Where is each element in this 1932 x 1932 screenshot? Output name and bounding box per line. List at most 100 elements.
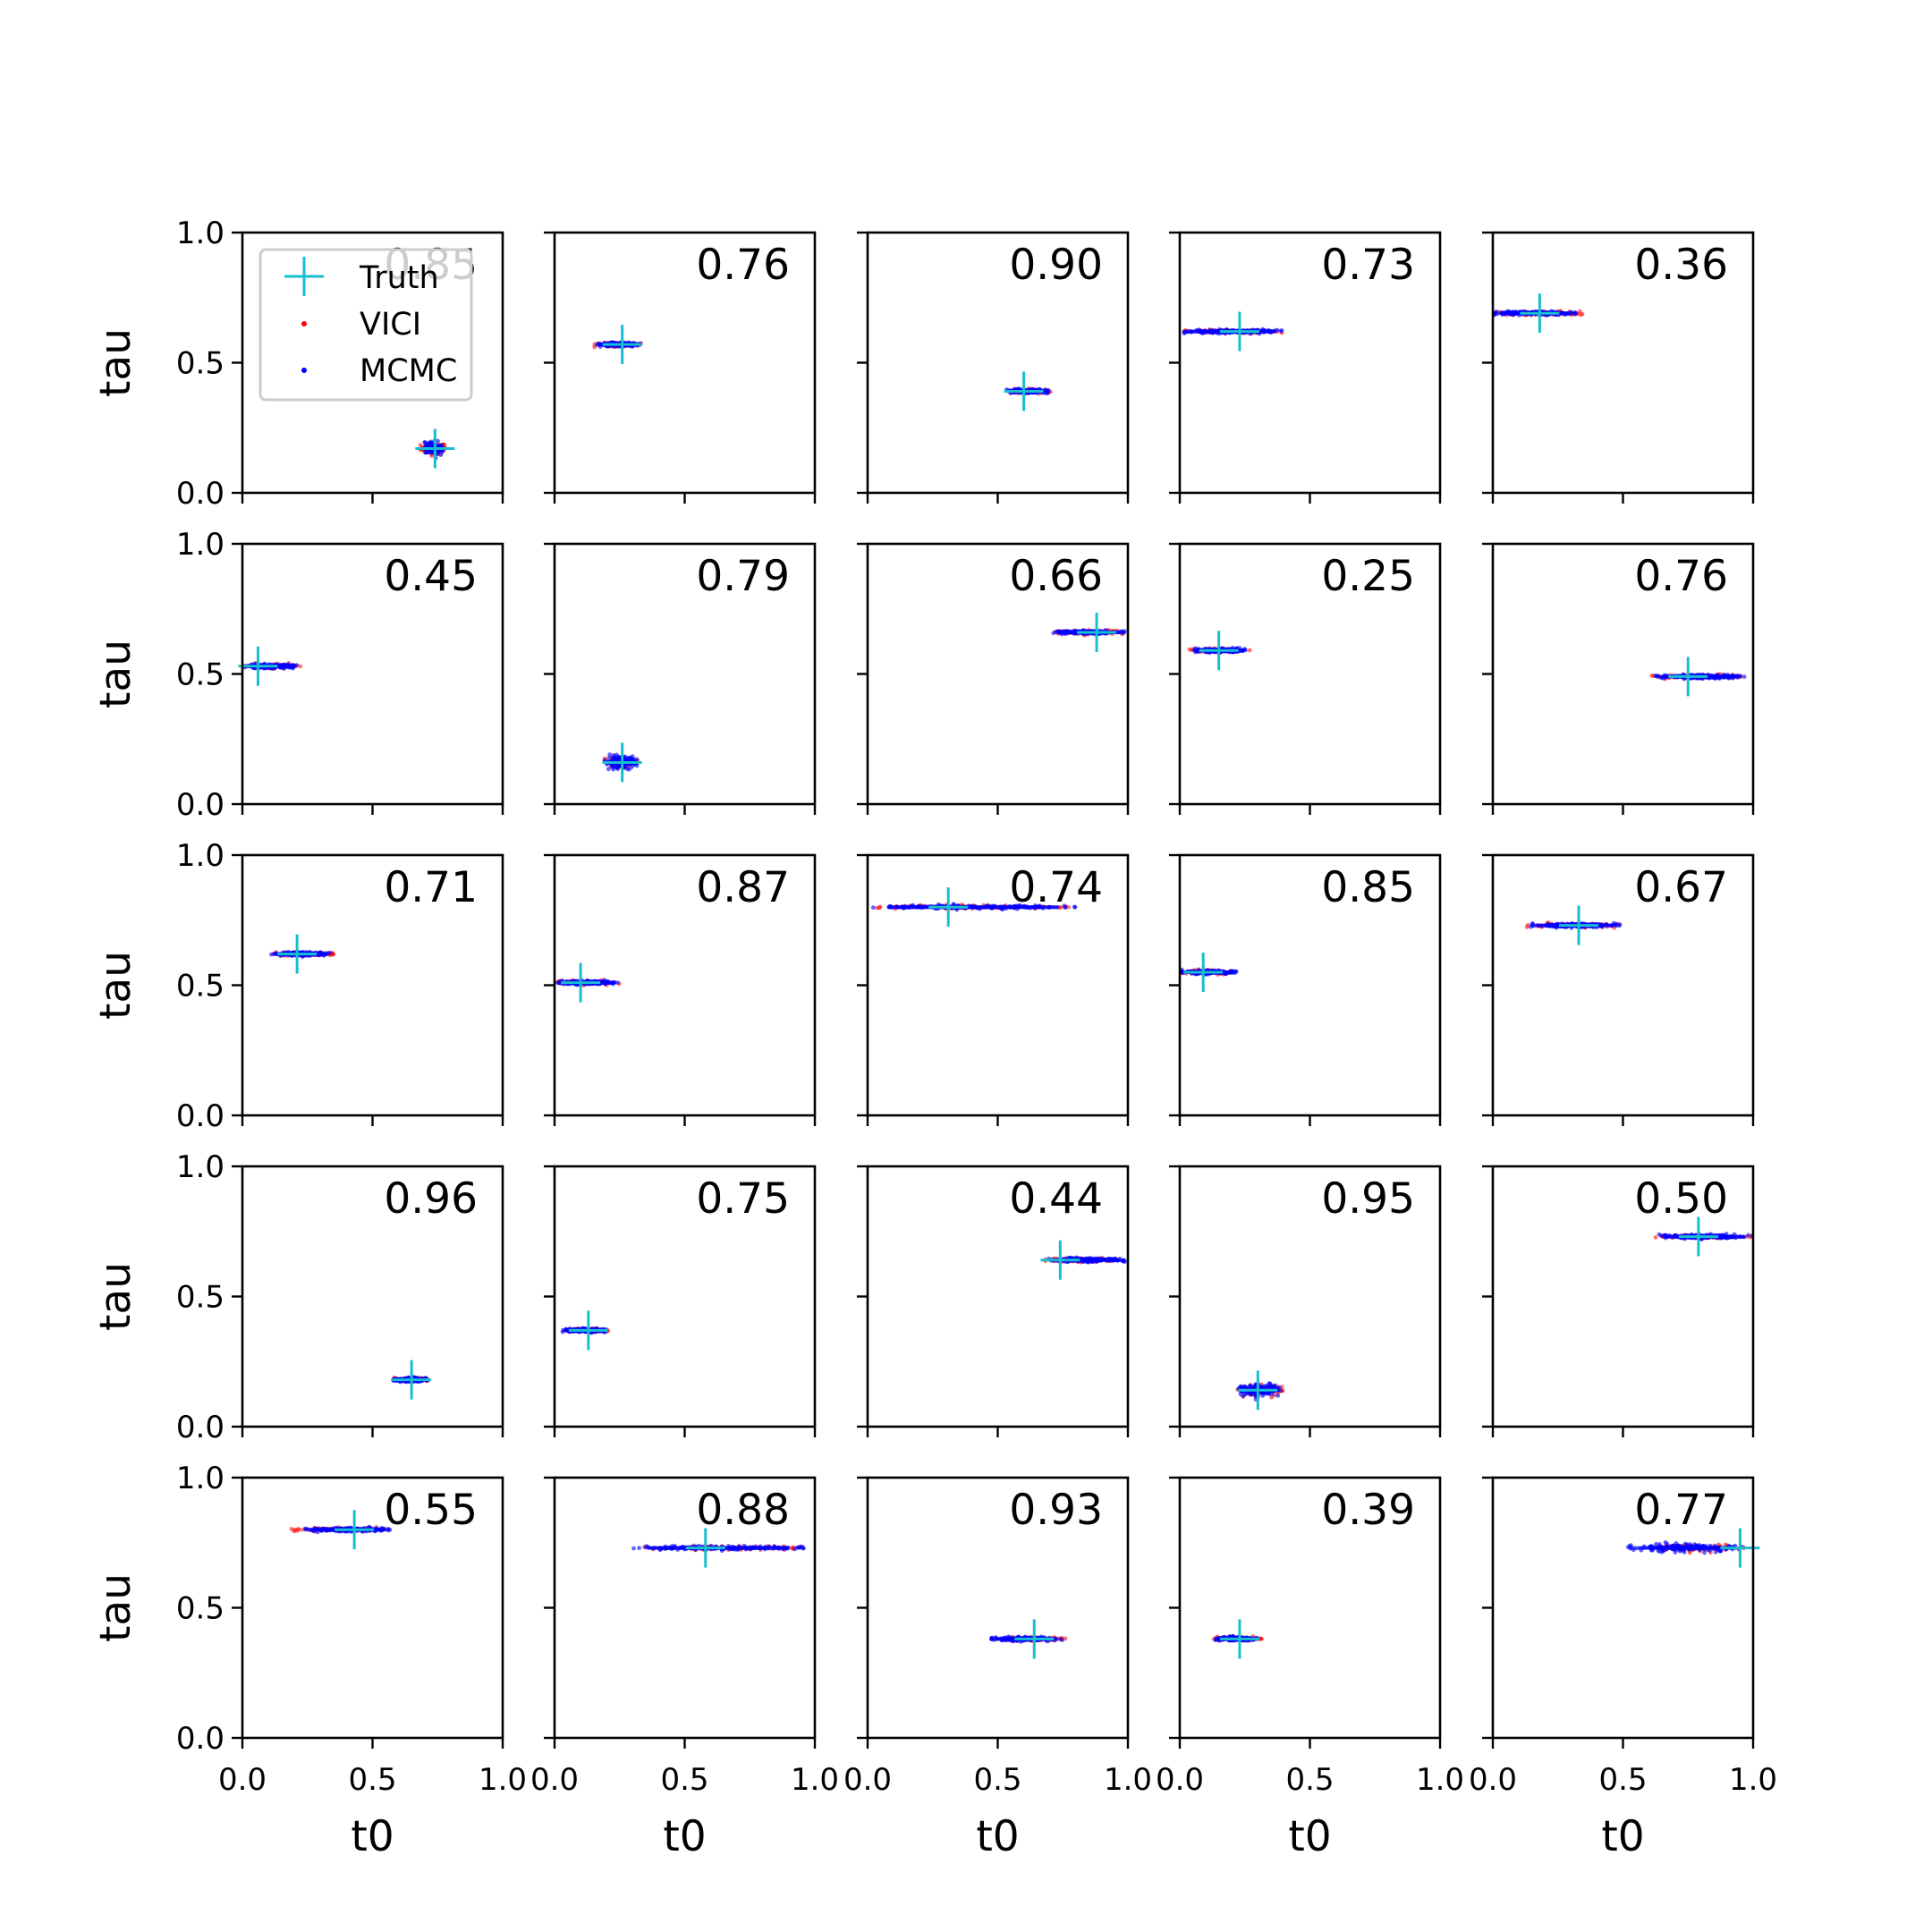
mcmc-sample-point (1051, 631, 1056, 636)
y-tick-label: 0.0 (176, 1098, 225, 1134)
overlap-score-label: 0.71 (384, 863, 478, 912)
overlap-score-label: 0.76 (1634, 552, 1728, 601)
panel-13: 0.74 (857, 853, 1130, 1126)
mcmc-sample-point (1121, 1258, 1126, 1264)
panel-7: 0.79 (544, 542, 817, 815)
panel-12: 0.87 (544, 853, 817, 1126)
panel-5: 0.36 (1482, 231, 1755, 504)
y-tick-label: 1.0 (176, 1149, 225, 1185)
panel-grid: 0.0 0.5 1.0 tau 0.85 0.76 0.90 0.73 0.36 0.0 0.5 1.… (91, 216, 1777, 1861)
mcmc-sample-point (272, 952, 277, 956)
panel-10: 0.76 (1482, 542, 1755, 815)
mcmc-sample-point (870, 905, 876, 911)
mcmc-sample-point (606, 767, 611, 772)
mcmc-sample-point (1275, 1394, 1281, 1398)
overlap-score-label: 0.50 (1634, 1174, 1728, 1224)
vici-sample-point (418, 443, 423, 448)
y-tick-label: 1.0 (176, 838, 225, 874)
y-tick-label: 0.5 (176, 1280, 225, 1316)
panel-18: 0.44 (857, 1165, 1130, 1437)
overlap-score-label: 0.85 (1321, 863, 1415, 912)
y-axis-label: tau (91, 1262, 140, 1331)
vici-sample-point (1580, 311, 1585, 317)
y-tick-label: 0.5 (176, 657, 225, 693)
mcmc-sample-point (1530, 921, 1536, 926)
vici-sample-point (330, 952, 335, 957)
mcmc-sample-point (1182, 331, 1187, 335)
y-tick-label: 0.0 (176, 476, 225, 512)
panel-16: 0.0 0.5 1.0 tau 0.96 (91, 1149, 504, 1445)
mcmc-sample-point (626, 767, 631, 772)
vici-sample-point (298, 664, 302, 669)
mcmc-sample-point (606, 755, 612, 760)
y-tick-label: 0.0 (176, 1410, 225, 1445)
panel-3: 0.90 (857, 231, 1130, 504)
mcmc-sample-point (1277, 328, 1283, 334)
mcmc-sample-point (1654, 674, 1659, 678)
mcmc-sample-point (595, 343, 599, 347)
overlap-score-label: 0.44 (1009, 1174, 1103, 1224)
mcmc-sample-point (607, 752, 612, 758)
mcmc-sample-point (1063, 905, 1068, 910)
mcmc-sample-point (617, 764, 623, 769)
overlap-score-label: 0.95 (1321, 1174, 1415, 1224)
mcmc-sample-point (1233, 969, 1238, 974)
overlap-score-label: 0.75 (696, 1174, 790, 1224)
mcmc-sample-point (1267, 1381, 1272, 1385)
overlap-score-label: 0.66 (1009, 552, 1103, 601)
overlap-score-label: 0.96 (384, 1174, 478, 1224)
vici-sample-point (1247, 648, 1252, 653)
mcmc-sample-point (1241, 1394, 1245, 1399)
panel-6: 0.0 0.5 1.0 tau 0.45 (91, 527, 504, 823)
overlap-score-label: 0.67 (1634, 863, 1728, 912)
mcmc-sample-point (1187, 329, 1192, 335)
mcmc-sample-point (428, 442, 433, 446)
panel-2: 0.76 (544, 231, 817, 504)
mcmc-sample-point (438, 453, 444, 457)
mcmc-sample-point (1572, 309, 1578, 315)
panel-8: 0.66 (857, 542, 1130, 815)
mcmc-sample-point (1243, 648, 1248, 653)
panel-14: 0.85 (1169, 853, 1442, 1126)
mcmc-sample-point (425, 442, 429, 446)
overlap-score-label: 0.73 (1321, 241, 1415, 290)
mcmc-sample-point (1278, 1388, 1283, 1394)
mcmc-sample-point (1657, 1232, 1662, 1237)
vici-sample-point (1653, 1235, 1658, 1240)
y-axis-label: tau (91, 640, 140, 708)
y-tick-label: 0.5 (176, 346, 225, 382)
panel-11: 0.0 0.5 1.0 tau 0.71 (91, 838, 504, 1134)
panel-17: 0.75 (544, 1165, 817, 1437)
y-tick-label: 1.0 (176, 216, 225, 251)
y-tick-label: 0.0 (176, 787, 225, 823)
y-axis-label: tau (91, 951, 140, 1020)
overlap-score-label: 0.87 (696, 863, 790, 912)
vici-sample-point (875, 905, 879, 911)
mcmc-sample-point (1746, 1233, 1751, 1238)
mcmc-sample-point (1617, 923, 1622, 928)
sample-cloud (870, 902, 1078, 912)
overlap-score-label: 0.90 (1009, 241, 1103, 290)
overlap-score-label: 0.36 (1634, 241, 1728, 290)
y-tick-label: 1.0 (176, 527, 225, 563)
mcmc-sample-point (1267, 1384, 1272, 1389)
vici-sample-point (289, 1527, 294, 1531)
panel-20: 0.50 (1482, 1165, 1755, 1437)
panel-4: 0.73 (1169, 231, 1442, 504)
mcmc-sample-point (1741, 674, 1747, 679)
vici-sample-point (1578, 309, 1582, 314)
mcmc-sample-point (1191, 648, 1197, 652)
panel-19: 0.95 (1169, 1165, 1442, 1437)
y-tick-label: 0.5 (176, 969, 225, 1004)
mcmc-sample-point (1072, 904, 1077, 910)
mcmc-sample-point (436, 438, 440, 444)
panel-15: 0.67 (1482, 853, 1755, 1126)
overlap-score-label: 0.79 (696, 552, 790, 601)
overlap-score-label: 0.45 (384, 552, 478, 601)
y-axis-label: tau (91, 328, 140, 397)
overlap-score-label: 0.25 (1321, 552, 1415, 601)
overlap-score-label: 0.76 (696, 241, 790, 290)
panel-9: 0.25 (1169, 542, 1442, 815)
